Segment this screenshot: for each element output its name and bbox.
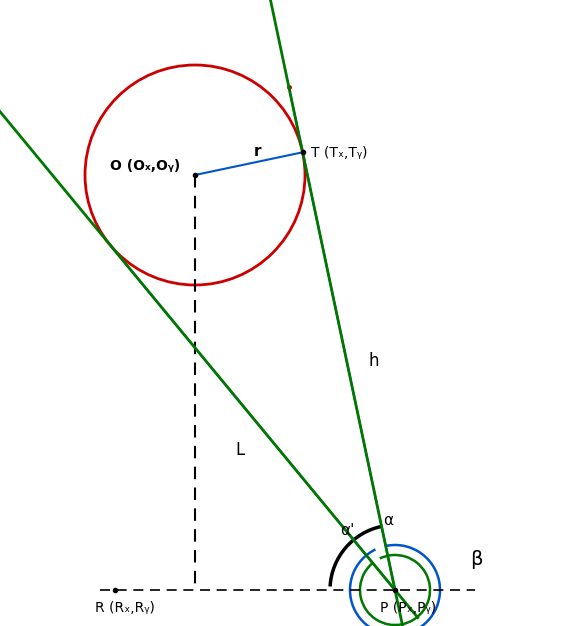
Text: α: α	[383, 513, 393, 528]
Text: α': α'	[340, 523, 354, 538]
Text: O (Oₓ,Oᵧ): O (Oₓ,Oᵧ)	[110, 159, 180, 173]
Text: r: r	[254, 143, 261, 158]
Text: h: h	[369, 352, 380, 370]
Text: L: L	[235, 441, 245, 459]
Text: P (Pₓ,Pᵧ): P (Pₓ,Pᵧ)	[380, 601, 436, 615]
Text: T (Tₓ,Tᵧ): T (Tₓ,Tᵧ)	[311, 146, 367, 160]
Text: β: β	[470, 550, 482, 569]
Text: R (Rₓ,Rᵧ): R (Rₓ,Rᵧ)	[95, 601, 155, 615]
